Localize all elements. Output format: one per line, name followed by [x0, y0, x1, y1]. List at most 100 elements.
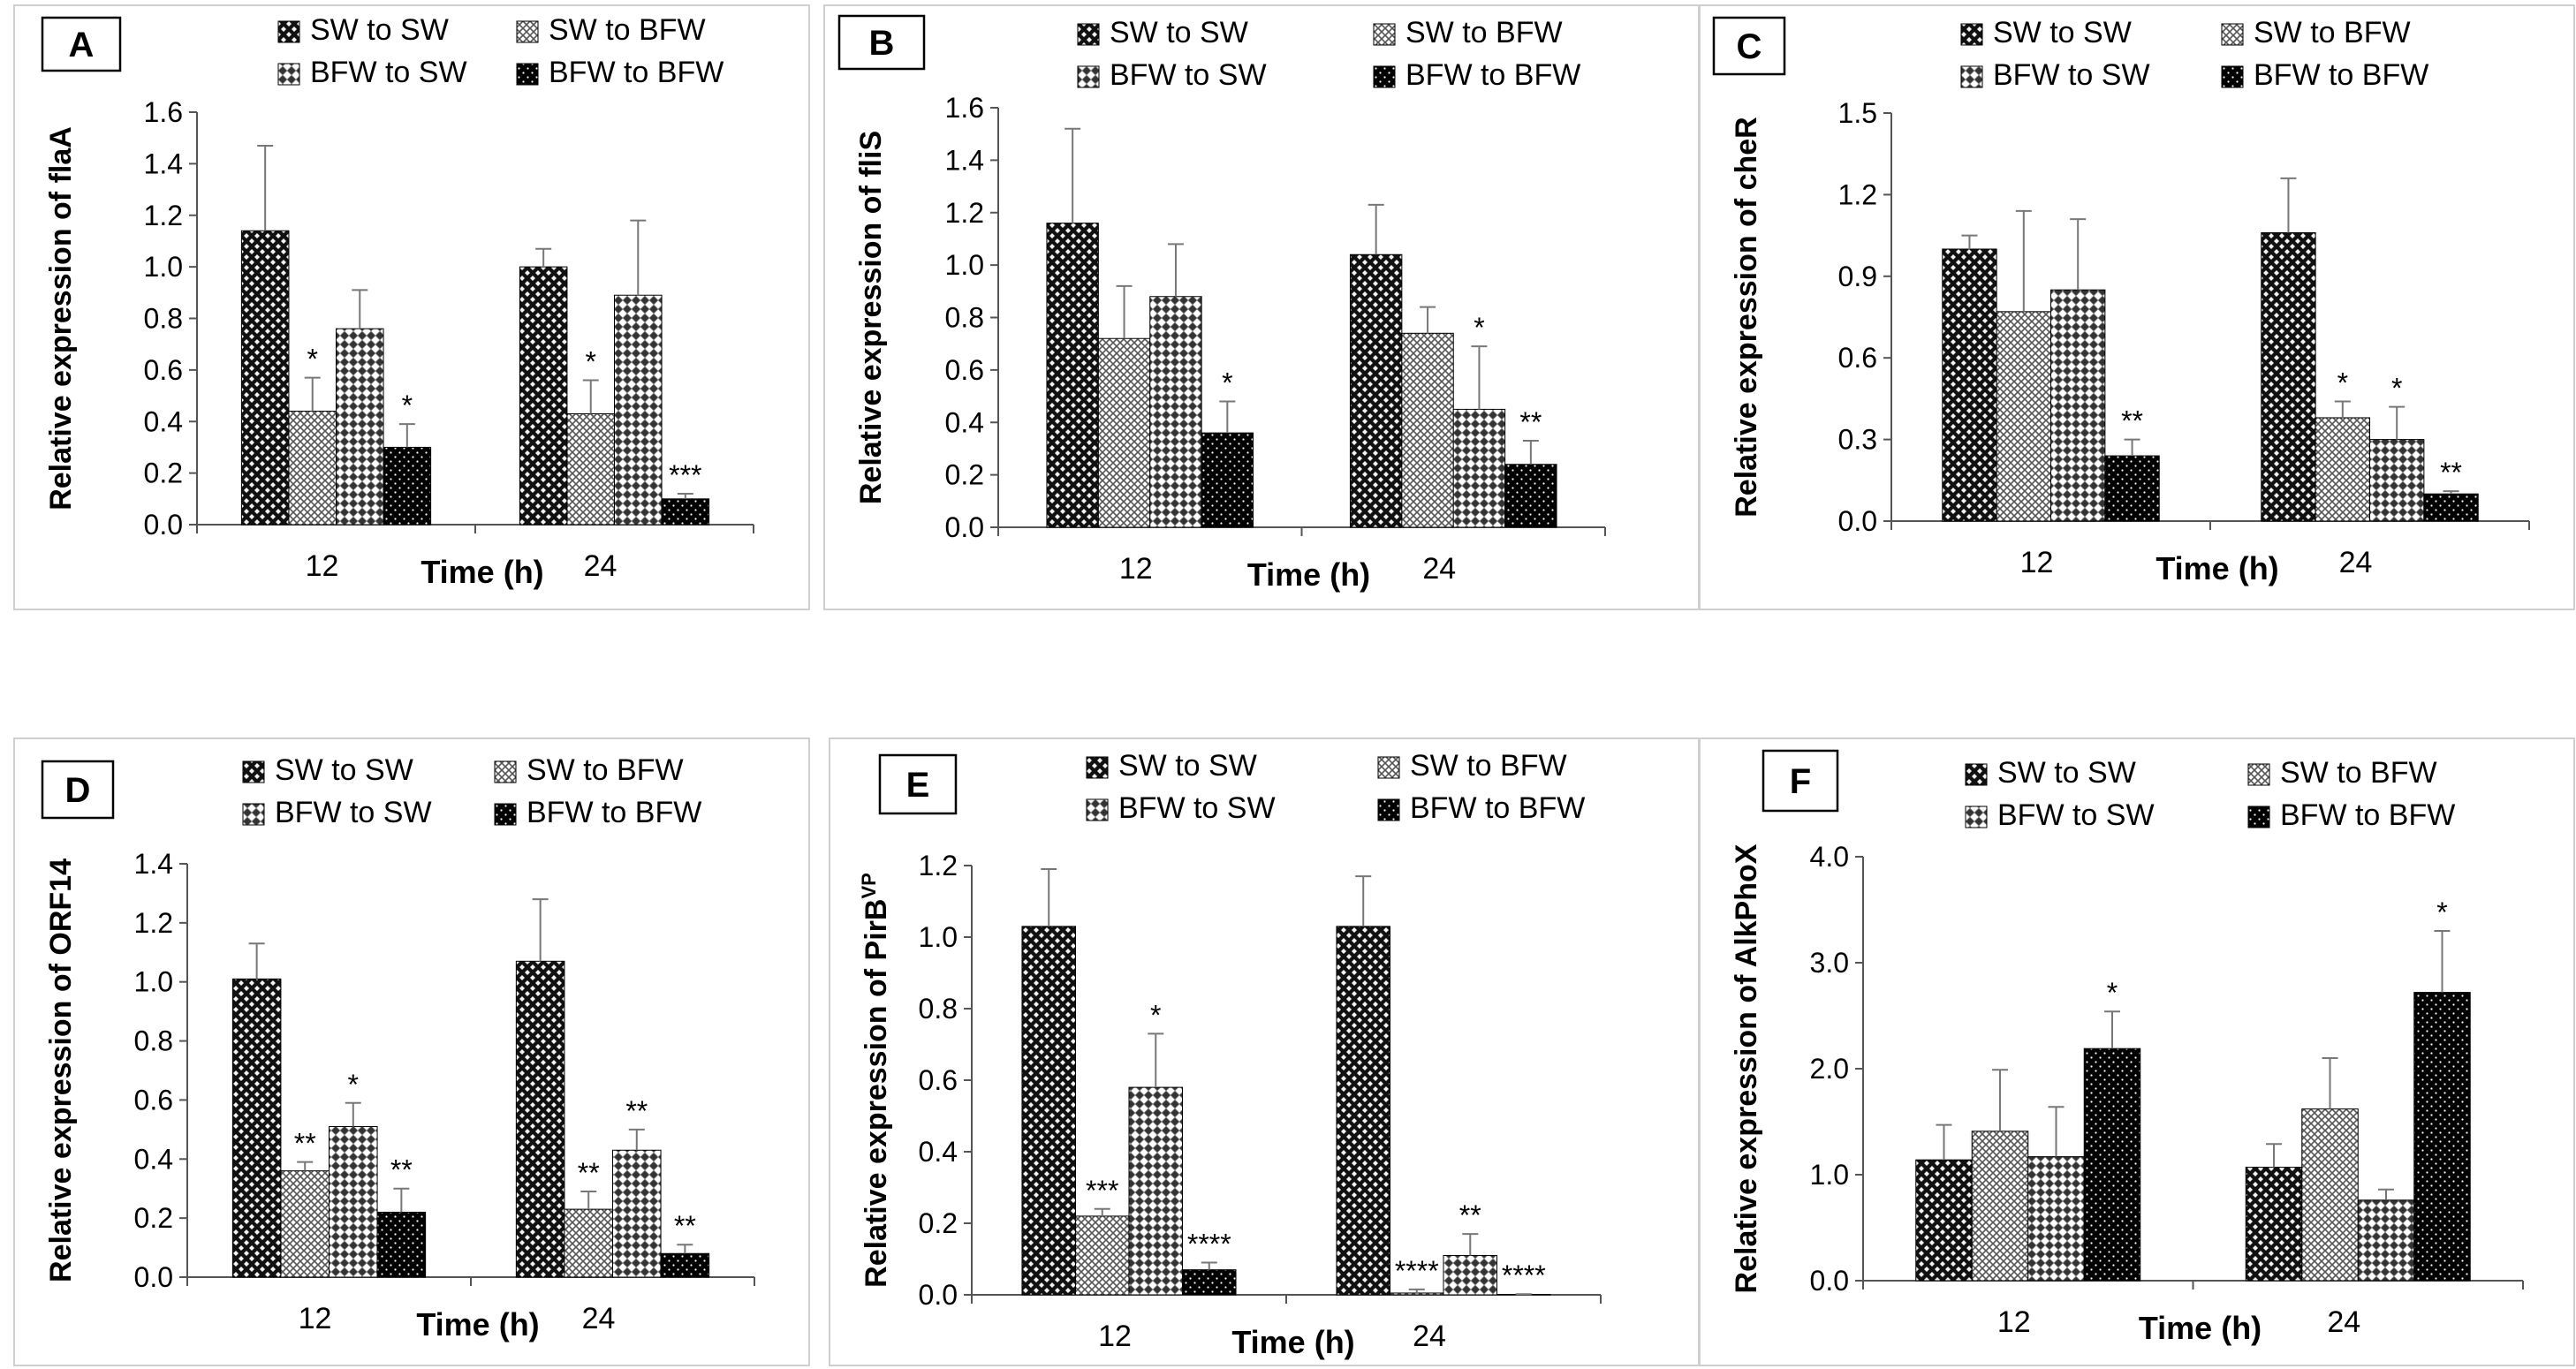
significance-marker: *: [402, 390, 413, 421]
legend-item-sw-to-bfw: SW to BFW: [2247, 756, 2437, 790]
legend-label: SW to SW: [1993, 16, 2132, 49]
y-tick-label: 0.2: [919, 1207, 958, 1239]
y-tick-label: 0.0: [144, 509, 183, 541]
bar-sw-to-sw-24h: [519, 266, 568, 526]
x-tick-label: 12: [1098, 1320, 1132, 1353]
significance-marker: **: [390, 1154, 413, 1186]
significance-marker: **: [578, 1157, 600, 1189]
legend-swatch: [1377, 798, 1400, 821]
panel-label-box: [837, 14, 926, 71]
y-tick-label: 0.0: [1810, 1265, 1849, 1297]
legend-label: BFW to SW: [310, 56, 467, 89]
significance-marker: **: [294, 1128, 316, 1160]
legend-item-sw-to-sw: SW to SW: [277, 13, 449, 47]
y-axis-title-text: Relative expression of AlkPhoX: [1730, 843, 1763, 1293]
significance-marker: ***: [1086, 1175, 1118, 1206]
panel-d: D SW to SW SW to BFW BFW to SW BFW to BFW 0.0…: [13, 737, 810, 1366]
significance-marker: *: [2107, 977, 2118, 1009]
y-axis: 0.0 0.2 0.4 0.6 0.8 1.0 1.2 1.4 1.6: [144, 96, 198, 541]
y-tick-label: 0.4: [945, 406, 984, 438]
y-tick-label: 0.6: [919, 1064, 958, 1096]
legend-item-bfw-to-bfw: BFW to BFW: [1377, 791, 1585, 825]
y-tick-label: 1.2: [945, 197, 984, 229]
significance-marker: *: [585, 346, 595, 378]
y-tick-label: 0.0: [134, 1261, 173, 1293]
y-tick-label: 1.5: [1838, 97, 1877, 129]
y-tick-label: 1.0: [1810, 1159, 1849, 1191]
bar-bfw-to-sw-12h: [2027, 1156, 2085, 1282]
bar-bfw-to-bfw-12h: [1201, 432, 1254, 528]
significance-marker: *: [348, 1069, 359, 1100]
bar-bfw-to-sw-12h: [2050, 289, 2106, 522]
panel-label: C: [1737, 27, 1762, 66]
bar-bfw-to-bfw-12h: [2083, 1048, 2141, 1282]
y-tick-label: 1.2: [919, 850, 958, 881]
y-axis-title: Relative expression of PirBVP: [858, 873, 893, 1288]
x-tick-label: 12: [2020, 546, 2054, 579]
legend-item-bfw-to-sw: BFW to SW: [1965, 798, 2155, 832]
panel-label-box: [878, 753, 958, 815]
y-tick-label: 0.8: [945, 302, 984, 334]
panel-label-box: [1712, 16, 1786, 76]
y-tick-label: 1.6: [945, 92, 984, 124]
x-axis-title: Time (h): [420, 554, 543, 590]
legend-label: BFW to BFW: [1405, 58, 1580, 92]
x-axis-title: Time (h): [1247, 556, 1370, 593]
bar-sw-to-bfw-24h: [1389, 1292, 1444, 1296]
panel-e-frame: [829, 737, 1700, 1366]
bar-sw-to-bfw-24h: [564, 1208, 613, 1278]
legend-label: BFW to SW: [1118, 791, 1276, 825]
bar-bfw-to-bfw-24h: [661, 498, 710, 526]
legend-item-bfw-to-sw: BFW to SW: [277, 56, 467, 89]
bar-bfw-to-bfw-24h: [2423, 493, 2479, 522]
legend-swatch: [2247, 806, 2270, 828]
x-tick-label: 24: [2327, 1305, 2360, 1339]
x-axis-title: Time (h): [416, 1306, 539, 1343]
legend-swatch: [516, 20, 539, 43]
x-tick-label: 12: [299, 1302, 332, 1335]
y-tick-label: 0.0: [945, 511, 984, 543]
significance-marker: **: [1459, 1199, 1481, 1231]
x-tick-label: 24: [1413, 1320, 1446, 1353]
bar-bfw-to-sw-12h: [336, 328, 384, 526]
bar-bfw-to-sw-24h: [614, 294, 663, 526]
panel-b: B SW to SW SW to BFW BFW to SW BFW to BFW 0.0…: [823, 4, 1700, 610]
y-tick-label: 1.2: [134, 907, 173, 939]
y-tick-label: 0.6: [144, 354, 183, 386]
legend-swatch: [2247, 763, 2270, 786]
legend-label: SW to SW: [1118, 749, 1257, 783]
y-tick-label: 0.9: [1838, 261, 1877, 292]
legend-label: BFW to BFW: [1410, 791, 1585, 825]
legend-label: SW to BFW: [527, 753, 684, 787]
panel-label: F: [1790, 762, 1811, 801]
legend-label: BFW to SW: [1997, 798, 2155, 832]
legend-item-bfw-to-bfw: BFW to BFW: [2221, 58, 2428, 92]
panel-label-box: [1762, 749, 1839, 813]
y-axis: 0.0 0.3 0.6 0.9 1.2 1.5: [1838, 97, 1892, 537]
bar-bfw-to-sw-24h: [1443, 1254, 1498, 1296]
y-axis: 0.0 0.2 0.4 0.6 0.8 1.0 1.2: [919, 850, 973, 1311]
legend-swatch: [1077, 65, 1100, 88]
significance-marker: *: [1150, 999, 1161, 1031]
legend-label: SW to BFW: [1410, 749, 1567, 783]
legend: SW to SW SW to BFW BFW to SW BFW to BFW: [1086, 749, 1585, 825]
legend-swatch: [1086, 756, 1109, 779]
legend-swatch: [1373, 23, 1396, 46]
legend-label: BFW to BFW: [527, 796, 701, 829]
y-tick-label: 1.0: [144, 251, 183, 283]
bar-bfw-to-sw-24h: [612, 1149, 662, 1278]
y-tick-label: 0.8: [134, 1025, 173, 1057]
panel-a: A SW to SW SW to BFW BFW to SW BFW to BFW 0.0…: [13, 4, 810, 610]
legend-swatch: [277, 20, 300, 43]
significance-marker: ****: [1395, 1255, 1439, 1287]
significance-marker: **: [674, 1210, 696, 1242]
x-axis-title: Time (h): [2139, 1310, 2262, 1346]
y-tick-label: 0.2: [144, 458, 183, 489]
y-axis-title-text: Relative expression of cheR: [1730, 117, 1763, 518]
significance-marker: ****: [1187, 1229, 1231, 1260]
panel-label: E: [906, 766, 930, 805]
significance-marker: **: [625, 1095, 648, 1127]
panel-label: A: [69, 26, 95, 64]
legend-item-sw-to-bfw: SW to BFW: [494, 753, 684, 787]
